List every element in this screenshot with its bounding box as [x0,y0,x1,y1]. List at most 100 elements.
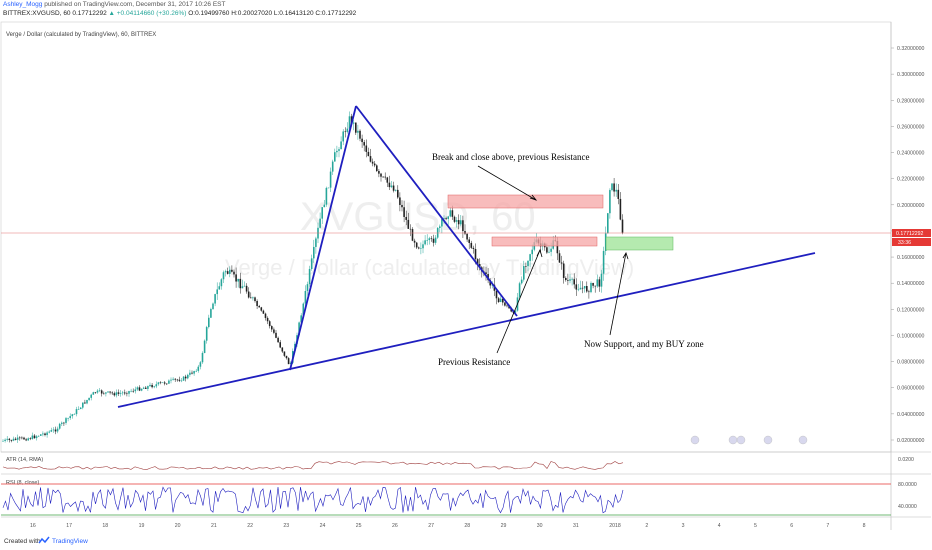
candle-body [329,171,332,188]
candle-body [205,327,208,341]
candle-body [619,198,622,220]
candle-body [271,326,273,330]
candle-body [224,271,227,273]
candle-body [189,372,191,375]
resistance-zone-upper[interactable] [447,194,604,209]
candle-body [569,279,571,281]
candle-body [130,390,132,392]
date-tick-label: 2018 [609,523,621,529]
candle-body [342,131,344,142]
candle-body [567,280,569,281]
publish-date: published on TradingView.com, December 3… [44,1,226,8]
candle-body [527,260,529,267]
annotation-support: Now Support, and my BUY zone [584,339,704,349]
last-price: 0.17712292 [72,10,107,17]
candle-body [401,204,403,208]
candle-body [266,317,269,322]
candle-body [361,138,363,143]
candle-body [485,272,487,274]
candle-body [172,378,174,380]
candle-body [44,433,46,436]
us-flag-icon[interactable] [728,435,738,445]
candle-body [98,390,101,392]
candle-body [449,210,452,217]
chart-svg[interactable]: Verge / Dollar (calculated by TradingVie… [0,20,932,532]
candle-body [138,387,141,391]
candle-body [346,128,349,132]
candle-body [239,278,242,289]
candle-body [86,399,88,404]
candle-body [430,238,433,239]
candle-body [10,439,13,441]
candle-body [260,307,263,311]
candle-body [359,130,361,139]
candle-body [514,310,517,313]
candle-body [191,372,193,374]
support-trendline[interactable] [117,252,816,408]
candle-body [115,392,118,396]
date-tick-label: 24 [320,523,326,529]
rsi-legend: RSI (8, close) [6,480,39,486]
price-tick-label: 0.12000000 [897,307,925,313]
atr-line [2,461,624,470]
us-flag-icon[interactable] [798,435,808,445]
date-tick-label: 2 [645,523,648,529]
price-tick-label: 0.16000000 [897,255,925,261]
price-axis[interactable]: 0.32000000 0.30000000 0.28000000 0.26000000… [891,46,925,444]
date-tick-label: 20 [175,523,181,529]
candle-body [111,392,113,394]
candle-body [250,297,252,299]
date-tick-label: 31 [573,523,579,529]
tradingview-link[interactable]: TradingView [52,538,88,545]
candle-body [35,436,38,439]
candle-body [607,213,609,234]
date-tick-label: 18 [102,523,108,529]
us-flag-icon[interactable] [690,435,700,445]
time-axis[interactable]: 16 17 18 19 20 21 22 23 24 25 26 27 28 29 30 31 2018 2 3 4 5… [30,523,866,529]
candle-body [4,439,6,441]
candle-body [424,240,426,245]
down-trendline[interactable] [355,105,518,317]
candle-body [124,392,126,394]
us-flag-icon[interactable] [763,435,773,445]
candle-body [235,274,237,282]
candle-body [420,248,422,249]
candle-body [151,384,153,388]
candle-body [489,280,491,286]
candle-body [323,204,326,208]
candle-body [136,387,139,390]
candle-body [33,435,36,439]
date-tick-label: 4 [718,523,721,529]
candle-body [289,362,292,365]
resistance-zone-lower[interactable] [491,236,598,247]
date-tick-label: 8 [863,523,866,529]
current-price-tag [892,229,931,237]
candle-body [147,386,149,389]
us-flag-icon[interactable] [736,435,746,445]
candle-body [586,286,588,292]
candle-body [371,161,374,164]
candle-body [392,185,395,191]
rally-trendline[interactable] [289,105,357,371]
buy-zone[interactable] [605,236,674,251]
candle-body [369,156,372,162]
candle-body [109,391,111,393]
candle-body [592,282,594,286]
candle-body [61,422,63,424]
chart-area[interactable]: Verge / Dollar (calculated by TradingVie… [0,20,932,532]
candle-body [149,384,151,387]
candle-body [439,226,441,228]
candle-body [352,122,355,124]
event-flags[interactable] [690,435,808,445]
author-link[interactable]: Ashley_Mogg [3,1,43,8]
candle-body [113,393,116,396]
candle-body [472,247,475,249]
candle-body [548,251,550,253]
candle-body [531,249,533,255]
candle-body [460,220,462,225]
candle-body [75,409,78,415]
tradingview-logo-icon [38,536,50,544]
main-pane[interactable] [0,21,892,453]
candle-body [134,389,137,392]
candle-body [382,176,384,178]
